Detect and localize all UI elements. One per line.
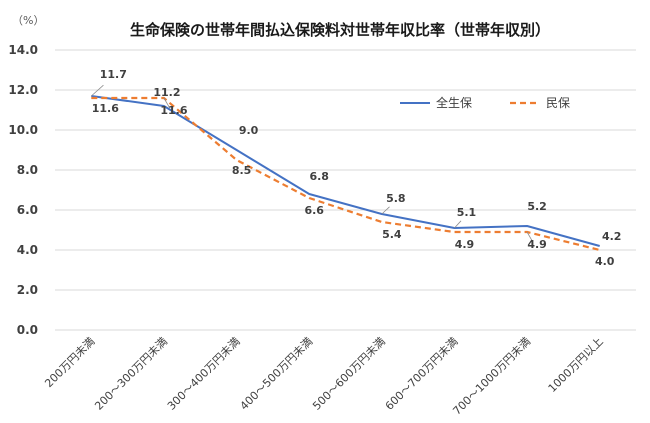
y-tick-label: 8.0 [17,163,38,177]
x-tick-label: 400～500万円未満 [238,335,316,413]
y-tick-label: 6.0 [17,203,38,217]
data-label: 8.5 [232,164,252,177]
data-label: 5.8 [386,192,406,205]
data-label: 4.2 [602,230,622,243]
data-label: 5.2 [527,200,547,213]
data-label: 6.8 [309,170,329,183]
data-labels: 11.7 11.2 9.0 6.8 5.8 5.1 5.2 4.2 11.6 11.6 8.5 6.6… [92,68,622,268]
x-tick-label: 500～600万円未満 [310,335,388,413]
series-line [91,95,600,247]
y-tick-label: 10.0 [8,123,38,137]
x-tick-label: 600～700万円未満 [383,335,461,413]
data-label: 5.4 [382,228,402,241]
y-tick-label: 14.0 [8,43,38,57]
data-label: 11.6 [160,104,187,117]
data-label-leaders [91,84,533,242]
x-tick-label: 200万円未満 [42,335,97,390]
label-leader-line [91,84,104,97]
gridlines [55,49,636,331]
data-label: 11.6 [92,102,119,115]
data-label: 9.0 [239,124,259,137]
legend-entry: 全生保 [436,95,472,110]
y-tick-label: 12.0 [8,83,38,97]
data-label: 4.9 [455,238,475,251]
data-label: 4.0 [595,255,615,268]
y-tick-label: 0.0 [17,323,38,337]
label-leader-line [526,231,533,242]
legend: 全生保 民保 [400,95,570,110]
series-line [91,96,600,252]
data-label: 5.1 [457,206,477,219]
x-tick-label: 200～300万円未満 [92,335,170,413]
data-label: 11.2 [153,86,180,99]
chart-title: 生命保険の世帯年間払込保険料対世帯年収比率（世帯年収別） [130,21,550,39]
y-axis-unit-label: （%） [12,14,44,27]
y-axis-ticks: 0.0 2.0 4.0 6.0 8.0 10.0 12.0 14.0 [8,43,38,337]
legend-entry: 民保 [546,96,570,110]
x-tick-label: 1000万円以上 [546,335,606,395]
label-leader-line [454,220,462,229]
data-label: 11.7 [100,68,127,81]
x-tick-label: 300～400万円未満 [165,335,243,413]
label-leader-line [381,206,390,215]
y-tick-label: 2.0 [17,283,38,297]
label-leader-line [163,97,170,108]
x-tick-label: 700～1000万円未満 [450,335,533,418]
x-axis-ticks: 200万円未満200～300万円未満300～400万円未満400～500万円未満… [42,335,606,418]
data-label: 6.6 [304,204,324,217]
series-lines [91,95,600,252]
y-tick-label: 4.0 [17,243,38,257]
data-label: 4.9 [527,238,547,251]
